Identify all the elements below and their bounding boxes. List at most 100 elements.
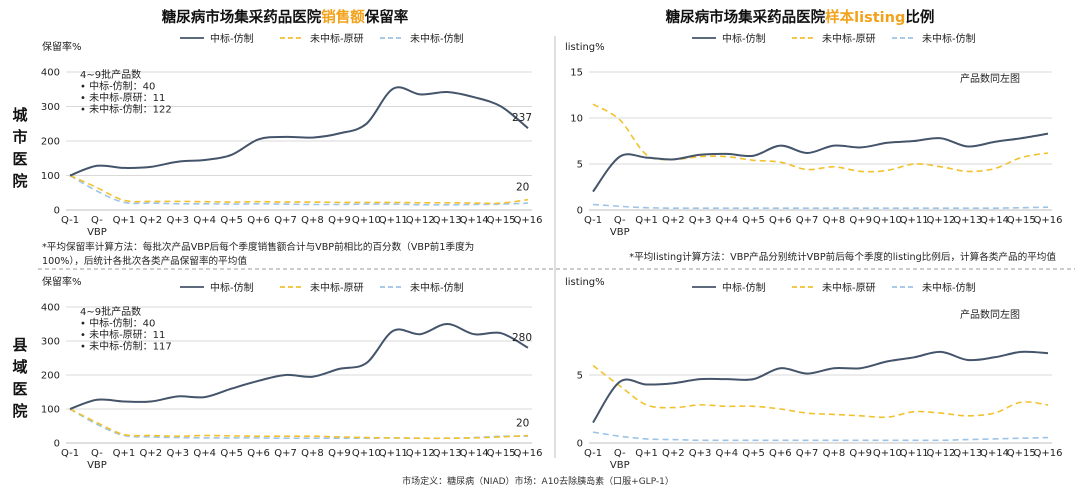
y-tick-label: 100	[41, 405, 60, 416]
x-tick-label-line2: VBP	[610, 460, 630, 471]
end-value-label: 237	[512, 112, 532, 124]
x-tick-label: Q+3	[689, 448, 712, 459]
x-tick-label: Q+14	[460, 215, 489, 226]
x-tick-label: Q+7	[796, 448, 819, 459]
x-tick-label: Q-1	[61, 215, 79, 226]
x-tick-label: Q+12	[926, 448, 955, 459]
series-line	[69, 408, 529, 440]
left-title: 糖尿病市场集采药品医院销售额保留率	[162, 8, 409, 26]
legend-label: 中标-仿制	[210, 281, 254, 294]
left-note-line2: 100%），后统计各批次各类产品保留率的平均值	[42, 255, 247, 267]
annotation-line: • 未中标-仿制：122	[80, 103, 172, 116]
x-tick-label: Q+3	[689, 215, 712, 226]
x-tick-label: Q+15	[487, 215, 516, 226]
left-note-line1: *平均保留率计算方法：每批次产品VBP后每个季度销售额合计与VBP前相比的百分数…	[42, 241, 474, 253]
annotation-line: • 未中标-原研：11	[80, 328, 165, 341]
end-value-label: 20	[516, 182, 529, 194]
series-line	[69, 174, 529, 205]
x-tick-label: Q+11	[379, 448, 408, 459]
x-tick-label: Q+1	[635, 215, 658, 226]
x-tick-label: Q+10	[873, 448, 902, 459]
x-tick-label: Q+16	[514, 215, 543, 226]
x-tick-label: Q+13	[953, 215, 982, 226]
y-axis-title: listing%	[565, 42, 605, 53]
y-tick-label: 0	[54, 206, 60, 217]
y-axis-title: 保留率%	[42, 40, 82, 53]
x-tick-label: Q+4	[716, 448, 739, 459]
x-tick-label: Q+1	[113, 215, 136, 226]
y-tick-label: 0	[54, 439, 60, 450]
y-tick-label: 15	[570, 68, 583, 79]
x-tick-label: Q+2	[662, 448, 685, 459]
x-tick-label: Q+8	[823, 448, 846, 459]
legend-label: 未中标-仿制	[922, 281, 976, 294]
x-tick-label: Q+5	[742, 215, 765, 226]
y-tick-label: 300	[41, 337, 60, 348]
x-tick-label: Q+7	[274, 215, 297, 226]
annotation-line: • 中标-仿制：40	[80, 317, 155, 330]
series-line	[69, 174, 529, 206]
x-tick-label-line2: VBP	[87, 460, 107, 471]
row-label-bottom: 县域医院	[12, 336, 27, 420]
x-tick-label: Q+5	[742, 448, 765, 459]
legend-label: 中标-仿制	[722, 281, 766, 294]
x-tick-label: Q+8	[301, 215, 324, 226]
series-line	[592, 103, 1049, 173]
x-tick-label: Q+12	[926, 215, 955, 226]
x-tick-label: Q+4	[716, 215, 739, 226]
x-tick-label: Q+16	[1034, 215, 1063, 226]
series-line	[592, 132, 1049, 193]
x-tick-label: Q+10	[352, 448, 381, 459]
y-tick-label: 0	[577, 206, 583, 217]
x-tick-label: Q+14	[980, 448, 1009, 459]
x-tick-label: Q+2	[140, 448, 163, 459]
x-tick-label: Q+1	[635, 448, 658, 459]
x-tick-label: Q+6	[247, 215, 270, 226]
y-tick-label: 400	[41, 303, 60, 314]
legend-label: 未中标-原研	[310, 281, 364, 294]
x-tick-label: Q+9	[328, 215, 351, 226]
x-tick-label: Q+11	[379, 215, 408, 226]
x-tick-label: Q-	[91, 448, 103, 459]
y-tick-label: 400	[41, 68, 60, 79]
end-value-label: 280	[512, 332, 532, 344]
annotation-line: • 未中标-仿制：117	[80, 340, 172, 353]
x-tick-label-line2: VBP	[87, 227, 107, 238]
x-tick-label: Q+5	[220, 448, 243, 459]
x-tick-label: Q-	[91, 215, 103, 226]
x-tick-label: Q+10	[873, 215, 902, 226]
y-tick-label: 100	[41, 171, 60, 182]
row-label-top: 城市医院	[12, 106, 27, 190]
y-tick-label: 5	[577, 371, 583, 382]
svg-text:城市医院: 城市医院	[12, 106, 27, 190]
series-line	[592, 431, 1049, 442]
x-tick-label: Q+2	[662, 215, 685, 226]
x-tick-label: Q+7	[796, 215, 819, 226]
x-tick-label: Q+8	[823, 215, 846, 226]
y-axis-title: 保留率%	[42, 275, 82, 288]
end-value-label: 20	[516, 418, 529, 430]
chart-bottom-right: listing% 0 5 Q-1 Q-VBP Q+1 Q+2 Q+3 Q+4 Q+5 Q+6 Q+7 Q…	[565, 277, 1062, 471]
y-tick-label: 0	[577, 439, 583, 450]
x-tick-label: Q+6	[247, 448, 270, 459]
series-line	[69, 408, 529, 440]
annotation-line: 4~9批产品数	[80, 68, 141, 81]
right-note: *平均listing计算方法：VBP产品分别统计VBP前后每个季度的listin…	[629, 251, 1056, 263]
svg-text:县域医院: 县域医院	[12, 336, 27, 420]
right-title: 糖尿病市场集采药品医院样本listing比例	[666, 8, 935, 26]
x-tick-label: Q+1	[113, 448, 136, 459]
x-tick-label: Q+13	[433, 215, 462, 226]
series-line	[69, 86, 529, 177]
legend-label: 未中标-仿制	[922, 32, 976, 45]
series-line	[69, 322, 529, 410]
x-tick-label: Q+12	[406, 215, 435, 226]
x-tick-label: Q+6	[769, 448, 792, 459]
x-tick-label: Q+3	[166, 448, 189, 459]
legend-label: 中标-仿制	[722, 32, 766, 45]
x-tick-label: Q+13	[433, 448, 462, 459]
chart-bottom-left: 保留率% 0 100 200 300 400 Q-1 Q-VBP Q+1 Q+2 Q+3 Q+4 Q+5…	[41, 275, 543, 471]
legend-label: 中标-仿制	[210, 32, 254, 45]
legend-label: 未中标-原研	[822, 281, 876, 294]
legend-label: 未中标-原研	[310, 32, 364, 45]
